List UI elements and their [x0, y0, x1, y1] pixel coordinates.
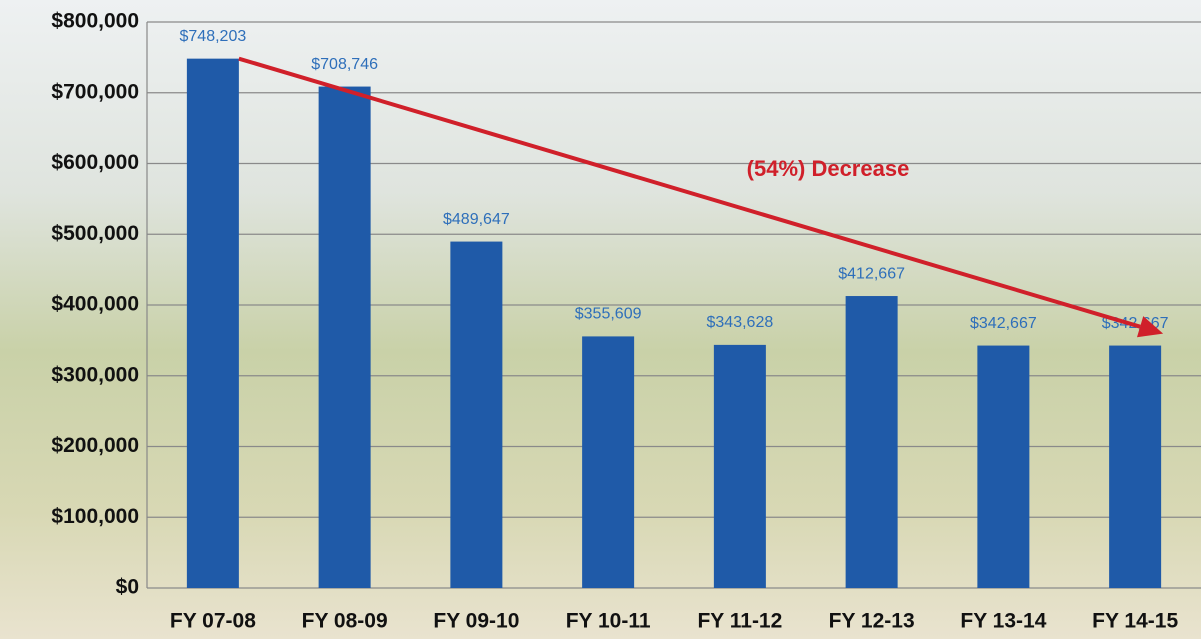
annotation: (54%) Decrease	[747, 156, 910, 181]
value-label: $708,746	[311, 56, 378, 73]
bar	[977, 345, 1030, 588]
value-label: $355,609	[575, 306, 642, 323]
x-tick-label: FY 09-10	[433, 610, 519, 633]
x-tick-label: FY 11-12	[697, 610, 782, 633]
bar	[318, 86, 371, 589]
value-label: $342,667	[970, 315, 1037, 332]
trend-arrow	[238, 56, 1164, 338]
x-tick-label: FY 10-11	[566, 610, 651, 633]
x-tick-label: FY 12-13	[829, 610, 915, 633]
y-tick-label: $0	[116, 576, 139, 599]
y-tick-label: $100,000	[51, 505, 139, 528]
y-tick-label: $800,000	[51, 10, 139, 33]
bar	[450, 241, 503, 588]
value-label: $343,628	[707, 314, 774, 331]
y-tick-label: $700,000	[51, 80, 139, 103]
x-tick-label: FY 13-14	[960, 610, 1046, 633]
bar	[713, 344, 766, 588]
y-tick-label: $500,000	[51, 222, 139, 245]
y-tick-label: $400,000	[51, 293, 139, 316]
x-tick-label: FY 14-15	[1092, 610, 1178, 633]
x-tick-label: FY 07-08	[170, 610, 256, 633]
plot: $0 $100,000 $200,000 $300,000 $400,000 $500,0…	[51, 10, 1201, 633]
bar	[1109, 345, 1162, 588]
y-tick-label: $200,000	[51, 434, 139, 457]
y-tick-label: $600,000	[51, 151, 139, 174]
arrow-head	[1136, 316, 1164, 338]
bar	[186, 58, 239, 589]
value-label: $412,667	[838, 265, 905, 282]
x-tick-label: FY 08-09	[302, 610, 388, 633]
arrow-shaft	[238, 56, 1141, 329]
bar	[582, 336, 635, 588]
value-label: $748,203	[180, 28, 247, 45]
y-tick-label: $300,000	[51, 363, 139, 386]
value-label: $489,647	[443, 211, 510, 228]
bar	[845, 296, 898, 588]
